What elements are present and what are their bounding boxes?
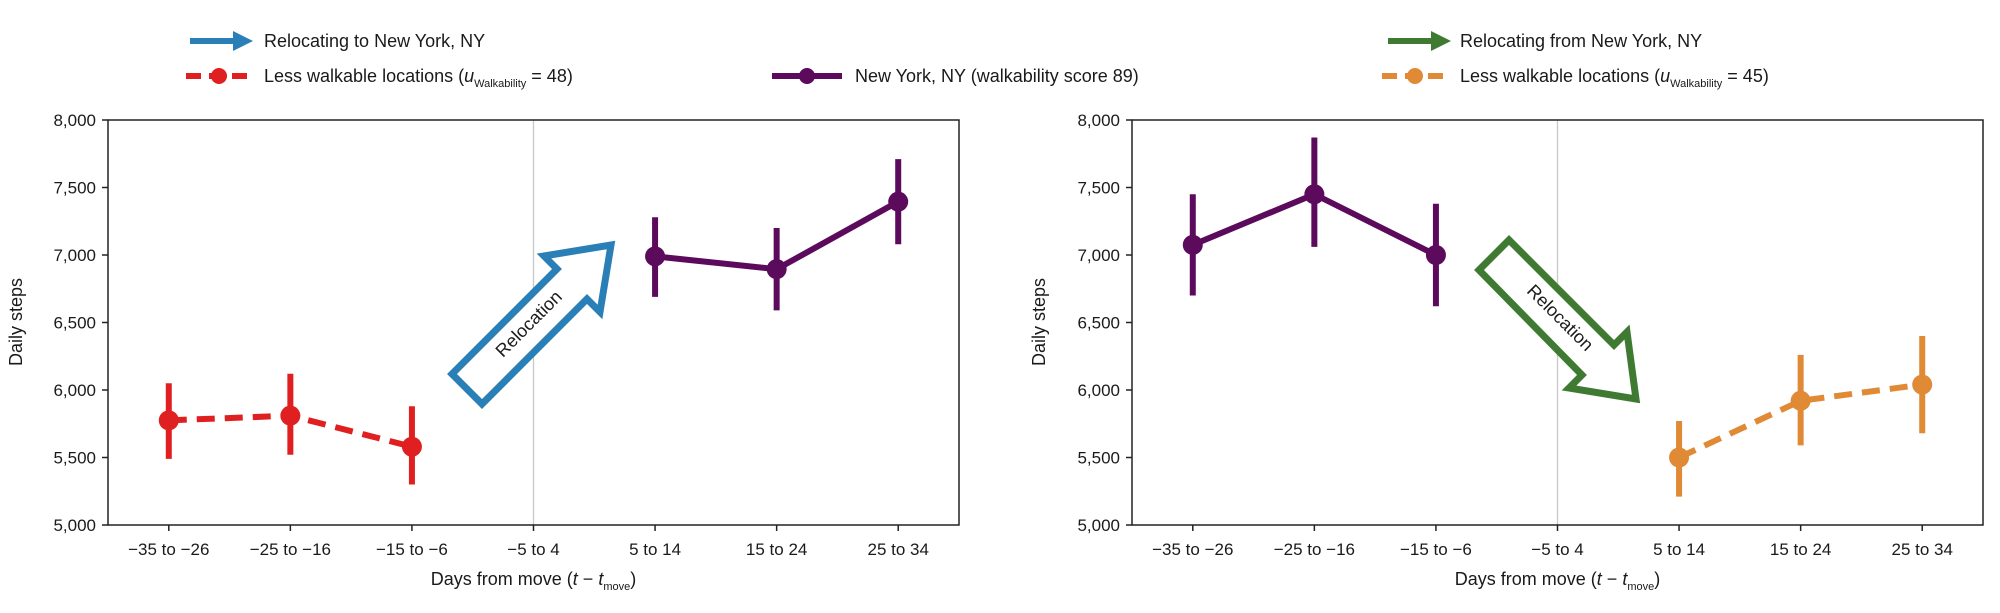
left-x-axis-label-t: t xyxy=(573,569,579,589)
right-y-tick-label: 8,000 xyxy=(1077,111,1120,130)
right-x-axis-label-t2: t xyxy=(1622,569,1628,589)
right-y-axis-label: Daily steps xyxy=(1029,278,1049,366)
left-y-tick-label: 7,500 xyxy=(53,179,96,198)
right-x-axis-label-sub: move xyxy=(1627,581,1654,593)
right-series xyxy=(1182,137,1933,497)
right-x-tick-label: −5 to 4 xyxy=(1531,540,1583,559)
left-relocation-arrow: Relocation xyxy=(447,240,616,409)
left-series-less_walkable_to-point xyxy=(158,410,179,431)
right-x-tick-label: −15 to −6 xyxy=(1400,540,1472,559)
right-y-tick-label: 5,500 xyxy=(1077,449,1120,468)
right-x-axis-label-close: ) xyxy=(1654,569,1660,589)
chart-left: 5,000 5,500 6,000 6,500 7,000 7,500 8,000 −35 t… xyxy=(6,111,960,593)
left-y-tick-label: 6,000 xyxy=(53,381,96,400)
left-series-less_walkable_to-point xyxy=(280,405,301,426)
legend-orange-marker-icon xyxy=(1407,68,1423,84)
right-series-less_walkable_from-point xyxy=(1790,390,1811,411)
legend: Relocating to New York, NY Less walkable… xyxy=(186,31,1769,90)
right-x-axis-label: Days from move (t − tmove) xyxy=(1455,569,1660,593)
legend-mu-symbol-2: u xyxy=(1660,66,1670,86)
right-x-axis-label-t: t xyxy=(1597,569,1603,589)
legend-less-walkable-to-suffix: = 48) xyxy=(526,66,573,86)
left-x-tick-label: −5 to 4 xyxy=(507,540,559,559)
left-axes: 5,000 5,500 6,000 6,500 7,000 7,500 8,000 −35 t… xyxy=(53,111,960,559)
legend-item-less-walkable-to: Less walkable locations (uWalkability = … xyxy=(186,66,573,90)
right-y-tick-label: 6,000 xyxy=(1077,381,1120,400)
legend-label-relocating-from: Relocating from New York, NY xyxy=(1460,31,1702,51)
legend-mu-symbol: u xyxy=(464,66,474,86)
right-x-tick-label: −25 to −16 xyxy=(1274,540,1355,559)
left-y-tick-label: 7,000 xyxy=(53,246,96,265)
legend-item-new-york: New York, NY (walkability score 89) xyxy=(772,66,1139,86)
left-x-tick-label: 25 to 34 xyxy=(867,540,928,559)
left-x-tick-label: −35 to −26 xyxy=(128,540,209,559)
left-y-tick-label: 5,000 xyxy=(53,516,96,535)
legend-item-relocating-to-ny: Relocating to New York, NY xyxy=(190,31,485,51)
left-y-tick-label: 5,500 xyxy=(53,449,96,468)
right-series-new_york-point xyxy=(1425,245,1446,265)
left-x-tick-label: −15 to −6 xyxy=(376,540,448,559)
left-x-axis-label-t2: t xyxy=(598,569,604,589)
legend-purple-marker-icon xyxy=(799,68,815,84)
legend-less-walkable-prefix-2: Less walkable locations ( xyxy=(1460,66,1660,86)
right-relocation-arrow-icon xyxy=(1474,235,1641,404)
legend-label-less-walkable-from: Less walkable locations (uWalkability = … xyxy=(1460,66,1769,90)
right-x-tick-label: −35 to −26 xyxy=(1152,540,1233,559)
legend-label-relocating-to: Relocating to New York, NY xyxy=(264,31,485,51)
legend-less-walkable-from-suffix: = 45) xyxy=(1722,66,1769,86)
chart-right: 5,000 5,500 6,000 6,500 7,000 7,500 8,000 −35 t… xyxy=(1029,111,1984,593)
left-series-new_york-point xyxy=(766,259,787,280)
left-x-axis-label-text: Days from move ( xyxy=(431,569,573,589)
legend-label-less-walkable-to: Less walkable locations (uWalkability = … xyxy=(264,66,573,90)
right-axes: 5,000 5,500 6,000 6,500 7,000 7,500 8,000 −35 t… xyxy=(1077,111,1984,559)
right-y-tick-label: 7,500 xyxy=(1077,179,1120,198)
left-x-axis-label-sub: move xyxy=(603,581,630,593)
right-x-axis-label-minus: − xyxy=(1602,569,1623,589)
left-series-less_walkable_to-point xyxy=(401,436,422,457)
legend-green-arrow-head-icon xyxy=(1431,31,1451,51)
right-x-tick-label: 5 to 14 xyxy=(1653,540,1705,559)
left-series xyxy=(158,159,909,485)
left-y-tick-label: 8,000 xyxy=(53,111,96,130)
legend-label-new-york: New York, NY (walkability score 89) xyxy=(855,66,1139,86)
legend-item-less-walkable-from: Less walkable locations (uWalkability = … xyxy=(1382,66,1769,90)
right-y-tick-label: 6,500 xyxy=(1077,314,1120,333)
left-x-axis-label-minus: − xyxy=(578,569,599,589)
right-x-tick-label: 25 to 34 xyxy=(1891,540,1952,559)
left-x-tick-label: −25 to −16 xyxy=(250,540,331,559)
right-y-tick-label: 5,000 xyxy=(1077,516,1120,535)
legend-mu-subscript: Walkability xyxy=(474,78,527,90)
left-y-axis-label: Daily steps xyxy=(6,278,26,366)
left-y-tick-label: 6,500 xyxy=(53,314,96,333)
right-series-less_walkable_from-point xyxy=(1669,447,1690,468)
right-x-axis-label-text: Days from move ( xyxy=(1455,569,1597,589)
left-x-axis-label-close: ) xyxy=(630,569,636,589)
right-series-new_york-point xyxy=(1182,234,1203,255)
legend-item-relocating-from-ny: Relocating from New York, NY xyxy=(1388,31,1702,51)
left-x-axis-label: Days from move (t − tmove) xyxy=(431,569,636,593)
left-series-new_york-point xyxy=(888,191,909,212)
legend-blue-arrow-head-icon xyxy=(233,31,253,51)
legend-less-walkable-prefix: Less walkable locations ( xyxy=(264,66,464,86)
right-x-tick-label: 15 to 24 xyxy=(1770,540,1831,559)
right-series-new_york-point xyxy=(1304,184,1325,205)
right-series-less_walkable_from-point xyxy=(1912,374,1933,395)
right-series-less_walkable_from-line xyxy=(1677,381,1923,461)
left-series-new_york-point xyxy=(645,246,666,267)
legend-red-marker-icon xyxy=(211,68,227,84)
left-x-tick-label: 5 to 14 xyxy=(629,540,681,559)
left-x-tick-label: 15 to 24 xyxy=(746,540,807,559)
legend-mu-subscript-2: Walkability xyxy=(1670,78,1723,90)
left-relocation-arrow-icon xyxy=(447,240,616,409)
right-y-tick-label: 7,000 xyxy=(1077,246,1120,265)
